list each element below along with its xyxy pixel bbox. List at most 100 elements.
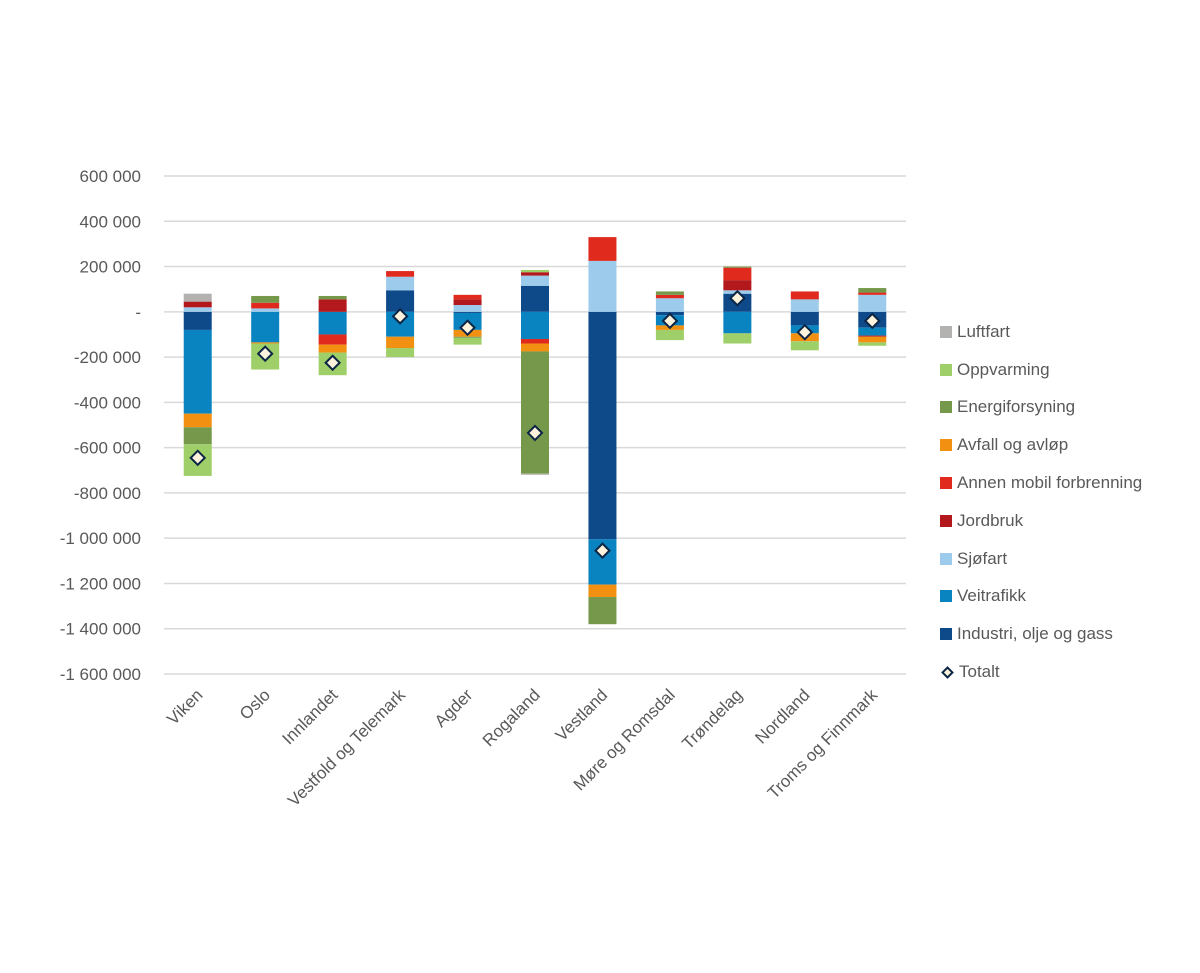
bar-segment bbox=[588, 260, 617, 312]
y-tick-label: 400 000 bbox=[80, 212, 141, 231]
total-marker bbox=[796, 323, 814, 341]
bar-segment bbox=[251, 342, 280, 344]
x-category-label: Oslo bbox=[236, 685, 274, 723]
legend-label: Avfall og avløp bbox=[957, 435, 1069, 455]
y-tick-label: -1 400 000 bbox=[60, 620, 141, 639]
bar-segment bbox=[183, 301, 212, 308]
legend-item-totalt: Totalt bbox=[940, 653, 1142, 691]
x-category-label: Vestfold og Telemark bbox=[284, 685, 409, 810]
legend-label: Veitrafikk bbox=[957, 586, 1026, 606]
bar-segment bbox=[183, 307, 212, 312]
bar-segment bbox=[251, 308, 280, 312]
total-marker bbox=[594, 542, 611, 560]
legend-swatch bbox=[940, 514, 952, 527]
legend-swatch bbox=[940, 363, 952, 376]
bar-segment bbox=[655, 294, 684, 299]
x-category-label: Nordland bbox=[751, 685, 813, 747]
y-tick-label: 200 000 bbox=[80, 258, 141, 277]
y-tick-label: -1 200 000 bbox=[60, 574, 141, 593]
y-tick-label: -600 000 bbox=[74, 439, 141, 458]
legend-swatch bbox=[940, 628, 952, 641]
legend-swatch bbox=[940, 439, 952, 452]
bar-segment bbox=[386, 290, 415, 312]
total-marker bbox=[324, 354, 342, 372]
bar-segment bbox=[655, 291, 684, 295]
bar-segment bbox=[183, 413, 212, 428]
legend-item-sjofart: Sjøfart bbox=[940, 540, 1142, 578]
x-category-label: Viken bbox=[163, 685, 206, 728]
diamond-marker-icon bbox=[941, 665, 954, 679]
bars bbox=[183, 237, 887, 625]
bar-segment bbox=[521, 351, 549, 474]
y-axis: 600 000 400 000 200 000 - -200 000 -400 000 -6… bbox=[60, 167, 141, 684]
y-tick-label: -400 000 bbox=[74, 393, 141, 412]
bar-segment bbox=[318, 334, 347, 345]
bar-segment bbox=[183, 427, 212, 445]
bar-segment bbox=[183, 329, 212, 414]
bar-segment bbox=[453, 336, 482, 338]
bar-segment bbox=[790, 291, 819, 300]
legend-item-oppvarming: Oppvarming bbox=[940, 351, 1142, 389]
legend-label: Totalt bbox=[959, 662, 1000, 682]
legend-label: Energiforsyning bbox=[957, 397, 1076, 417]
legend-item-energiforsyning: Energiforsyning bbox=[940, 389, 1142, 427]
x-category-label: Rogaland bbox=[479, 685, 544, 750]
bar-segment bbox=[858, 327, 887, 336]
legend-label: Luftfart bbox=[957, 321, 1010, 341]
legend-swatch bbox=[940, 401, 952, 414]
bar-segment bbox=[453, 294, 482, 300]
y-tick-label: - bbox=[135, 303, 141, 322]
bar-segment bbox=[453, 311, 482, 313]
x-category-label: Agder bbox=[431, 685, 477, 731]
bar-segment bbox=[858, 288, 887, 293]
bar-segment bbox=[251, 302, 280, 309]
legend-label: Industri, olje og gass bbox=[957, 624, 1113, 644]
bar-segment bbox=[723, 267, 752, 281]
legend-item-luftfart: Luftfart bbox=[940, 313, 1142, 351]
bar-segment bbox=[588, 597, 617, 625]
bar-segment bbox=[723, 280, 752, 291]
bar-segment bbox=[588, 237, 617, 261]
legend-item-avfall: Avfall og avløp bbox=[940, 426, 1142, 464]
legend-swatch bbox=[940, 325, 952, 338]
bar-segment bbox=[858, 336, 887, 343]
bar-segment bbox=[655, 329, 684, 341]
bar-segment bbox=[453, 299, 482, 306]
bar-segment bbox=[858, 335, 887, 337]
bar-segment bbox=[858, 294, 887, 312]
x-category-label: Innlandet bbox=[279, 685, 342, 748]
x-category-label: Vestland bbox=[552, 685, 612, 745]
bar-segment bbox=[655, 298, 684, 312]
bar-segment bbox=[386, 348, 415, 358]
total-marker bbox=[256, 345, 274, 363]
bar-segment bbox=[588, 311, 617, 540]
bar-segment bbox=[318, 295, 347, 300]
bar-segment bbox=[521, 473, 549, 475]
bar-segment bbox=[521, 311, 549, 339]
bar-segment bbox=[318, 299, 347, 312]
legend-label: Sjøfart bbox=[957, 548, 1008, 568]
bar-segment bbox=[790, 341, 819, 351]
bar-segment bbox=[790, 299, 819, 312]
legend-swatch bbox=[940, 552, 952, 565]
legend-item-veitrafikk: Veitrafikk bbox=[940, 578, 1142, 616]
bar-segment bbox=[858, 342, 887, 346]
legend: Luftfart Oppvarming Energiforsyning Avfa… bbox=[940, 313, 1142, 691]
bar-segment bbox=[723, 266, 752, 268]
legend-item-jordbruk: Jordbruk bbox=[940, 502, 1142, 540]
bar-segment bbox=[183, 293, 212, 302]
legend-label: Annen mobil forbrenning bbox=[957, 473, 1143, 493]
y-tick-label: 600 000 bbox=[80, 167, 141, 186]
bar-segment bbox=[521, 343, 549, 352]
bar-segment bbox=[386, 336, 415, 349]
bar-segment bbox=[251, 295, 280, 303]
legend-label: Jordbruk bbox=[957, 510, 1024, 530]
total-marker bbox=[863, 312, 881, 330]
bar-segment bbox=[521, 272, 549, 276]
bar-segment bbox=[521, 269, 549, 273]
bar-segment bbox=[588, 584, 617, 598]
bar-segment bbox=[318, 311, 347, 335]
bar-segment bbox=[183, 311, 212, 330]
